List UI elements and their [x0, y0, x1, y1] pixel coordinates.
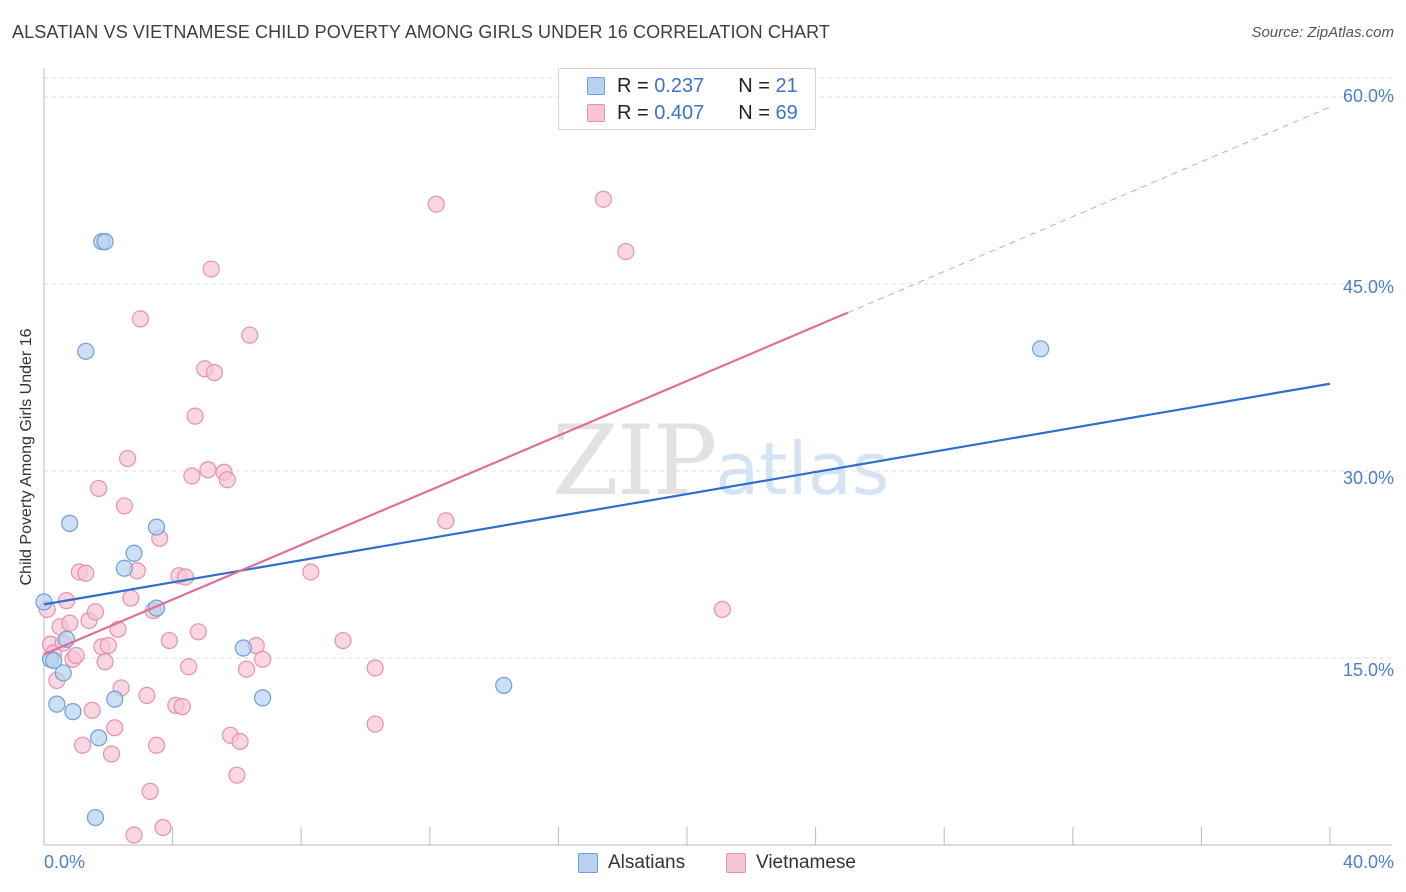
vietnamese-point: [90, 479, 108, 498]
vietnamese-point: [138, 686, 156, 705]
alsatians-swatch: [578, 853, 598, 873]
vietnamese-point: [254, 650, 272, 668]
legend-row-vietnamese: R = 0.407 N = 69: [617, 100, 798, 126]
vietnamese-point: [154, 818, 172, 837]
legend-item-vietnamese: Vietnamese: [726, 852, 856, 874]
vietnamese-point: [86, 603, 105, 621]
vietnamese-point: [241, 326, 259, 344]
vietnamese-point: [302, 563, 320, 581]
legend-r-value: 0.407: [654, 101, 705, 124]
alsatians-point: [234, 639, 252, 657]
watermark: ZIPatlas: [552, 405, 889, 517]
vietnamese-swatch: [587, 104, 605, 122]
y-tick-label: 45.0%: [1342, 277, 1394, 297]
vietnamese-point: [118, 449, 137, 468]
alsatians-point: [125, 544, 143, 562]
legend-item-alsatians: Alsatians: [578, 852, 685, 874]
chart-title: ALSATIAN VS VIETNAMESE CHILD POVERTY AMO…: [12, 22, 831, 42]
alsatians-point: [77, 342, 95, 360]
vietnamese-point: [202, 260, 220, 278]
alsatians-point: [48, 695, 66, 713]
vietnamese-point: [186, 407, 204, 425]
alsatians-point: [64, 703, 82, 721]
legend-n-label: N =: [738, 74, 770, 97]
vietnamese-point: [61, 614, 79, 632]
alsatians-point: [90, 729, 108, 747]
vietnamese-point: [189, 623, 207, 641]
vietnamese-point: [131, 310, 150, 328]
source-label: Source: ZipAtlas.com: [1251, 24, 1394, 41]
vietnamese-point: [160, 631, 178, 650]
y-tick-label: 15.0%: [1342, 660, 1394, 680]
alsatians-point: [254, 689, 272, 707]
vietnamese-point: [102, 745, 121, 763]
vietnamese-trend-line: [43, 311, 849, 656]
vietnamese-point: [199, 461, 217, 479]
y-axis-label: Child Poverty Among Girls Under 16: [18, 328, 35, 586]
vietnamese-point: [73, 736, 92, 754]
alsatians-trend-line: [43, 382, 1331, 606]
legend-n-label: N =: [738, 101, 770, 124]
legend-r-label: R =: [617, 101, 649, 124]
vietnamese-point: [96, 653, 114, 671]
vietnamese-point: [427, 195, 445, 213]
vietnamese-point: [437, 512, 455, 530]
vietnamese-point: [237, 660, 256, 678]
legend-r-value: 0.237: [654, 74, 705, 97]
vietnamese-point: [594, 190, 613, 208]
x-tick-label: 40.0%: [1342, 852, 1394, 872]
legend-row-alsatians: R = 0.237 N = 21: [617, 73, 798, 99]
vietnamese-swatch: [726, 853, 746, 873]
alsatians-point: [96, 233, 114, 251]
legend-label-alsatians: Alsatians: [608, 852, 686, 873]
vietnamese-point: [617, 242, 635, 261]
alsatians-point: [106, 690, 124, 708]
vietnamese-point: [115, 497, 133, 515]
vietnamese-point: [173, 698, 191, 716]
alsatians-point: [54, 664, 72, 682]
legend-n-value: 21: [775, 74, 798, 97]
vietnamese-point: [205, 363, 223, 382]
vietnamese-point: [83, 701, 101, 719]
vietnamese-point: [122, 589, 140, 607]
legend-r-label: R =: [617, 74, 649, 97]
alsatians-swatch: [587, 77, 605, 95]
vietnamese-point: [183, 467, 201, 485]
vietnamese-point: [366, 659, 384, 677]
alsatians-point: [35, 593, 53, 611]
correlation-legend: R = 0.237 N = 21 R = 0.407 N = 69: [558, 68, 816, 130]
alsatians-point: [1032, 340, 1050, 358]
alsatians-point: [147, 518, 166, 536]
vietnamese-point: [77, 564, 95, 582]
vietnamese-point: [147, 736, 166, 754]
vietnamese-point: [106, 719, 124, 737]
legend-label-vietnamese: Vietnamese: [756, 852, 856, 873]
vietnamese-point: [176, 568, 195, 586]
alsatians-point: [86, 808, 105, 827]
vietnamese-point: [713, 600, 731, 618]
watermark-zip: ZIP: [552, 405, 717, 517]
vietnamese-point: [180, 658, 198, 676]
vietnamese-point: [218, 471, 236, 489]
vietnamese-point: [228, 766, 246, 784]
alsatians-point: [115, 559, 133, 577]
y-tick-label: 30.0%: [1342, 468, 1394, 488]
alsatians-point: [45, 651, 63, 670]
vietnamese-point: [125, 826, 143, 844]
alsatians-point: [61, 514, 79, 532]
watermark-atlas: atlas: [715, 427, 890, 511]
vietnamese-point: [366, 715, 384, 733]
vietnamese-point: [231, 732, 249, 751]
x-tick-label: 0.0%: [44, 852, 86, 872]
vietnamese-point: [99, 636, 117, 655]
vietnamese-point: [141, 782, 159, 800]
vietnamese-point: [67, 646, 85, 665]
vietnamese-trend-extension: [847, 106, 1331, 314]
vietnamese-point: [334, 631, 352, 650]
y-tick-label: 60.0%: [1342, 86, 1394, 106]
legend-n-value: 69: [775, 101, 798, 124]
alsatians-point: [495, 676, 513, 695]
